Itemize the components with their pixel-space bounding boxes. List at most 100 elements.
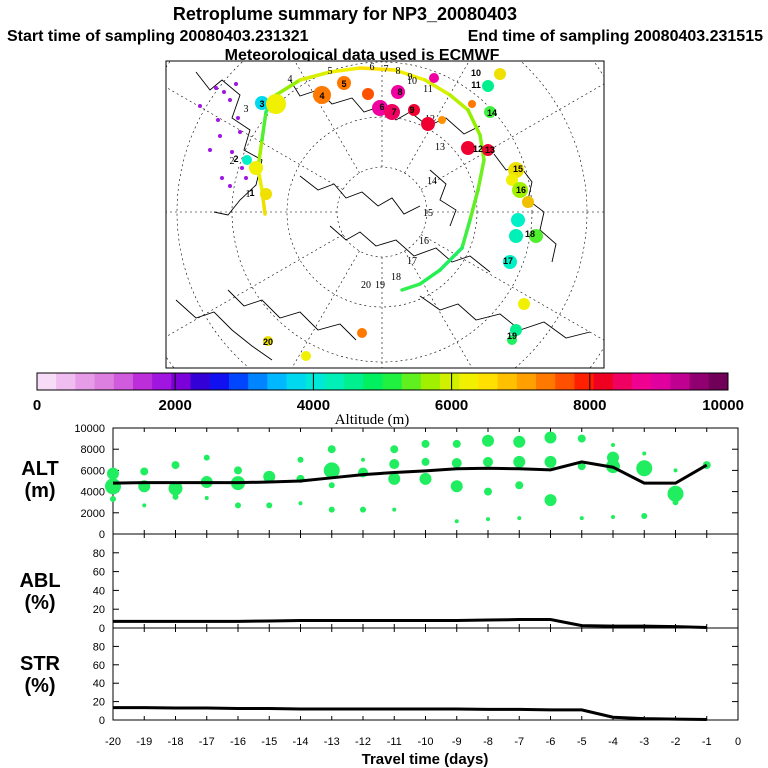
cluster-bubble: [301, 351, 311, 361]
plume-dot: [222, 90, 226, 94]
colorbar: 0 2000 4000 6000 8000 10000 Altitude (m): [33, 372, 744, 428]
cluster-label: 18: [525, 229, 535, 239]
cluster-point: [235, 502, 241, 509]
y-tick-label: 6000: [81, 465, 105, 477]
cluster-point: [641, 512, 648, 519]
panel-frame: [112, 627, 739, 721]
colorbar-cell: [401, 373, 422, 390]
cluster-point: [323, 462, 340, 479]
cluster-bubble: [384, 104, 400, 120]
cluster-point: [513, 435, 526, 448]
panel-alt: ALT(m) 0 2000 4000 6000 8000 10000: [21, 423, 739, 541]
trajectory-segment: [423, 78, 452, 97]
x-tick-label: -6: [546, 736, 556, 748]
colorbar-cell: [478, 373, 499, 390]
map-content: 1234567891011121314151617181920123456789…: [166, 61, 604, 368]
plume-dot: [218, 134, 222, 138]
plume-dot: [216, 118, 220, 122]
colorbar-cell: [344, 373, 364, 390]
plume-dot: [230, 150, 234, 154]
cluster-point: [171, 461, 180, 470]
panel-abl: ABL(%) 0 20 40 60 80: [19, 533, 739, 635]
x-tick-label: -2: [671, 736, 681, 748]
y-tick-label: 4000: [81, 487, 105, 499]
colorbar-cell: [516, 373, 537, 390]
cluster-label: 8: [397, 87, 402, 97]
cluster-point: [107, 467, 119, 480]
colorbar-tick-label: 6000: [435, 397, 468, 414]
colorbar-cell: [209, 373, 230, 390]
track-point-label: 17: [407, 256, 417, 267]
cluster-bubble: [482, 144, 494, 156]
colorbar-tick-label: 2000: [159, 397, 192, 414]
x-tick-label: -18: [168, 736, 184, 748]
cluster-point: [266, 502, 273, 509]
cluster-bubble: [509, 229, 523, 243]
track-point-label: 1: [246, 189, 251, 200]
track-point-label: 6: [370, 62, 375, 73]
cluster-point: [636, 460, 653, 477]
colorbar-cell: [612, 373, 633, 390]
cluster-bubble: [266, 94, 286, 114]
colorbar-cell: [689, 373, 710, 390]
coastline: [227, 289, 357, 341]
plume-dot: [236, 116, 240, 120]
y-tick-label: 60: [93, 567, 105, 579]
track-point-label: 2: [230, 156, 235, 167]
trajectory-segment: [358, 66, 397, 72]
y-tick-label: 20: [93, 697, 105, 709]
y-tick-label: 80: [93, 548, 105, 560]
track-point-label: 16: [419, 236, 429, 247]
cluster-point: [452, 439, 461, 448]
colorbar-label: Altitude (m): [335, 412, 410, 428]
cluster-point: [450, 480, 463, 493]
map-panel: 1234567891011121314151617181920123456789…: [165, 60, 605, 369]
y-tick-label: 0: [99, 529, 105, 541]
plume-dot: [208, 148, 212, 152]
cluster-bubble: [511, 213, 525, 227]
cluster-bubble: [482, 80, 494, 92]
cluster-point: [454, 519, 459, 524]
colorbar-cell: [228, 373, 249, 390]
altitude-line: [112, 460, 708, 485]
trajectory-segment: [438, 246, 464, 272]
track-point-label: 9: [408, 72, 413, 83]
cluster-point: [513, 455, 526, 468]
abl-line: [113, 618, 707, 630]
colorbar-cell: [94, 373, 115, 390]
cluster-point: [390, 445, 399, 454]
cluster-bubble: [468, 100, 476, 108]
cluster-point: [421, 457, 430, 466]
y-tick-label: 0: [99, 715, 105, 727]
cluster-label: 20: [263, 337, 273, 347]
colorbar-cell: [113, 373, 134, 390]
cluster-point: [577, 434, 586, 443]
plume-dot: [220, 176, 224, 180]
cluster-bubble: [518, 298, 530, 310]
colorbar-cell: [152, 373, 172, 390]
track-point-label: 8: [396, 66, 401, 77]
cluster-bubble: [512, 182, 528, 198]
cluster-point: [421, 439, 430, 448]
colorbar-tick-label: 8000: [573, 397, 606, 414]
colorbar-tick-label: 4000: [297, 397, 330, 414]
coastline: [329, 225, 491, 273]
cluster-bubble: [391, 85, 405, 99]
colorbar-cell: [75, 373, 96, 390]
cluster-bubble: [408, 104, 420, 116]
track-point-label: 14: [427, 176, 437, 187]
cluster-point: [544, 494, 557, 507]
cluster-label: 6: [379, 102, 384, 112]
time-series-panels: ALT(m)0200040006000800010000ABL(%)020406…: [19, 423, 741, 768]
x-tick-label: -11: [387, 736, 402, 748]
x-tick-label: -4: [608, 736, 618, 748]
y-axis-label: (%): [24, 592, 55, 614]
colorbar-cell: [440, 373, 460, 390]
colorbar-cell: [651, 373, 671, 390]
cluster-point: [544, 455, 557, 468]
cluster-bubble: [438, 116, 446, 124]
y-axis-label: STR: [20, 653, 61, 675]
colorbar-cell: [267, 373, 288, 390]
